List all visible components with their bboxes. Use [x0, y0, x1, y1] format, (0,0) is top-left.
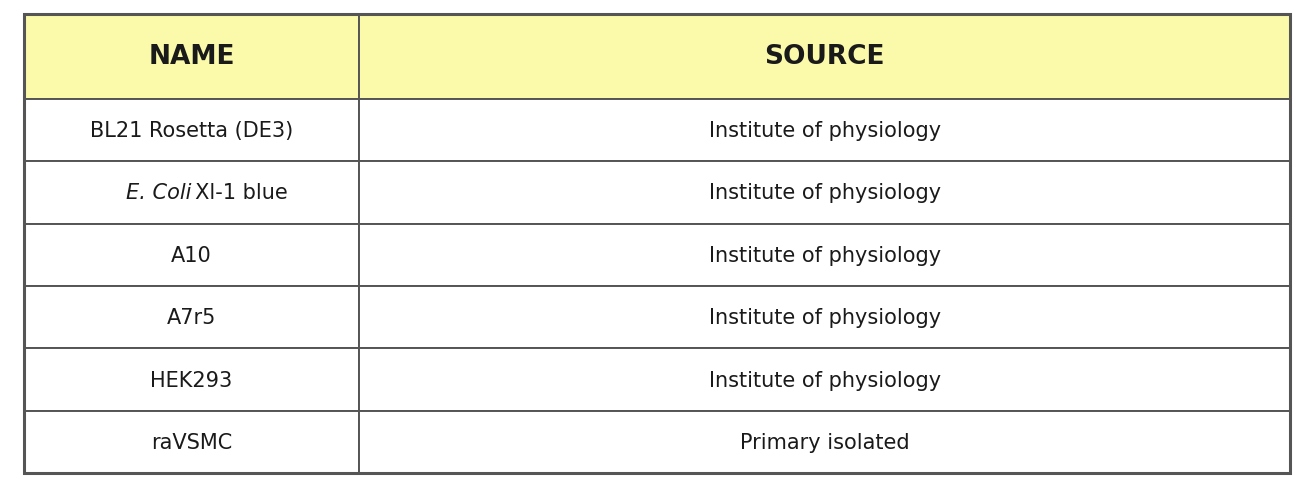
- Text: Xl-1 blue: Xl-1 blue: [192, 183, 288, 203]
- Text: A10: A10: [171, 245, 212, 265]
- Bar: [359, 224, 1290, 286]
- Bar: [359, 162, 1290, 224]
- Bar: [24, 15, 359, 100]
- Text: Institute of physiology: Institute of physiology: [708, 183, 941, 203]
- Text: Institute of physiology: Institute of physiology: [708, 307, 941, 327]
- Text: Institute of physiology: Institute of physiology: [708, 121, 941, 141]
- Text: Institute of physiology: Institute of physiology: [708, 245, 941, 265]
- Bar: [24, 411, 359, 473]
- Text: BL21 Rosetta (DE3): BL21 Rosetta (DE3): [89, 121, 293, 141]
- Text: Institute of physiology: Institute of physiology: [708, 370, 941, 390]
- Bar: [24, 100, 359, 162]
- Text: HEK293: HEK293: [150, 370, 233, 390]
- Bar: [359, 411, 1290, 473]
- Text: SOURCE: SOURCE: [765, 44, 886, 70]
- Text: raVSMC: raVSMC: [151, 432, 233, 452]
- Bar: [359, 15, 1290, 100]
- Bar: [24, 349, 359, 411]
- Text: NAME: NAME: [148, 44, 235, 70]
- Bar: [359, 100, 1290, 162]
- Text: A7r5: A7r5: [167, 307, 217, 327]
- Bar: [359, 349, 1290, 411]
- Bar: [24, 286, 359, 349]
- Text: E. Coli: E. Coli: [126, 183, 192, 203]
- Bar: [24, 224, 359, 286]
- Bar: [24, 162, 359, 224]
- Text: Primary isolated: Primary isolated: [740, 432, 909, 452]
- Bar: [359, 286, 1290, 349]
